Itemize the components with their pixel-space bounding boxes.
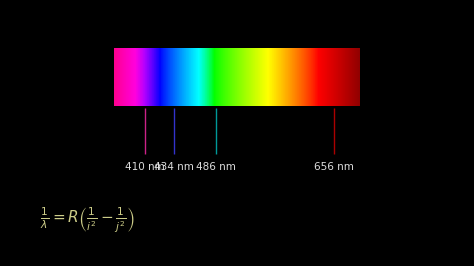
Text: 434 nm: 434 nm xyxy=(155,162,194,172)
Text: 486 nm: 486 nm xyxy=(196,162,236,172)
Text: 656 nm: 656 nm xyxy=(314,162,354,172)
Text: $\frac{1}{\lambda} = R\left(\frac{1}{i^2} - \frac{1}{j^2}\right)$: $\frac{1}{\lambda} = R\left(\frac{1}{i^2… xyxy=(40,206,136,235)
Text: 410 nm: 410 nm xyxy=(125,162,165,172)
